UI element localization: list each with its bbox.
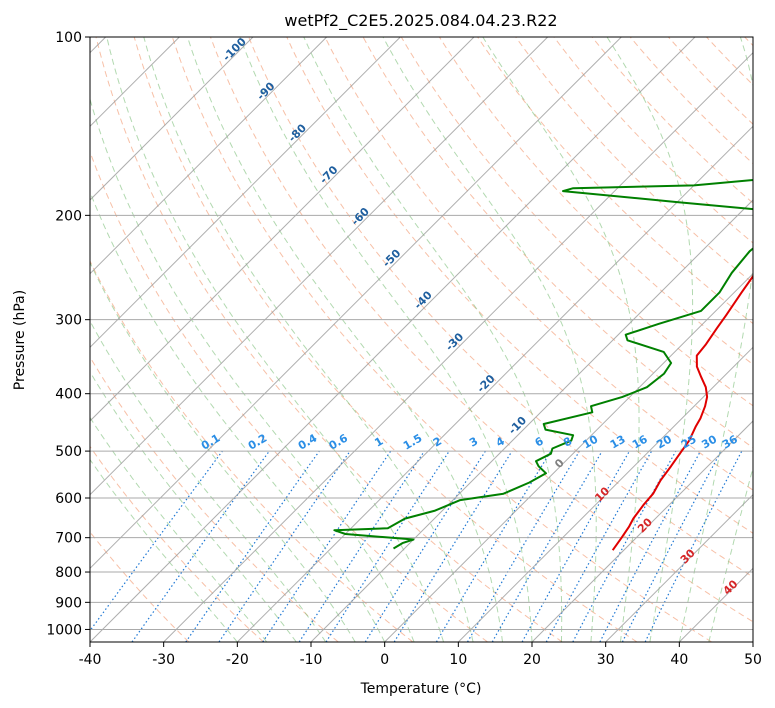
x-tick-label: -20 [226,652,249,668]
dry-adiabat-line [95,37,563,642]
y-axis-title: Pressure (hPa) [12,290,28,390]
moist-adiabat-line [678,37,753,642]
moist-adiabat-line [143,37,474,642]
y-tick-label: 500 [55,444,82,460]
y-tick-label: 400 [55,387,82,403]
isotherm-line [310,199,753,642]
mixing-ratio-line [185,450,320,642]
isotherm-line [90,37,622,570]
dry-adiabat-line [248,37,753,578]
isotherm-line [531,420,753,642]
moist-adiabat-line [90,320,327,642]
x-tick-label: -10 [300,652,323,668]
moist-adiabat-line [90,261,356,642]
dry-adiabat-line [90,445,264,642]
mixing-ratio-line [393,450,513,642]
isotherm-line [90,37,475,422]
x-tick-label: 40 [670,652,688,668]
y-tick-label: 800 [55,565,82,581]
mixing-ratio-line [545,450,653,642]
y-tick-label: 700 [55,531,82,547]
isotherm-line [90,37,401,349]
moist-adiabat-line [187,37,503,642]
y-tick-label: 300 [55,313,82,329]
moist-adiabat-line [90,416,268,642]
y-tick-label: 100 [55,30,82,46]
mixing-ratio-line [644,450,743,642]
y-tick-label: 600 [55,491,82,507]
mixing-ratio-line [521,450,631,642]
x-tick-label: 30 [597,652,615,668]
isotherm-line [90,37,696,642]
mixing-ratio-line [131,450,270,642]
isotherm-line [90,37,328,275]
mixing-ratio-line [262,450,392,642]
plot-frame [89,36,754,643]
dry-adiabat-line [90,356,339,642]
x-tick-label: 10 [449,652,467,668]
dry-adiabat-line [400,37,753,407]
dry-adiabat-line [324,37,753,491]
dry-adiabat-line [438,37,753,366]
x-tick-label: -30 [152,652,175,668]
x-tick-label: 20 [523,652,541,668]
y-tick-label: 900 [55,595,82,611]
temperature-profile-line [611,274,753,551]
moist-adiabat-line [90,458,238,642]
x-tick-label: 50 [744,652,762,668]
dry-adiabat-line [90,150,488,642]
chart-title: wetPf2_C2E5.2025.084.04.23.R22 [284,11,557,31]
y-tick-label: 200 [55,208,82,224]
x-axis-title: Temperature (°C) [360,681,482,697]
mixing-ratio-line [218,450,351,642]
isotherm-line [90,37,549,496]
dry-adiabat-line [171,37,712,642]
moist-adiabat-line [106,37,445,642]
dewpoint-profile-line [333,179,753,550]
axis-ticks: -40 -30 -20 -10 0 10 20 30 40 50 100 200 300 400 500 60… [46,30,762,668]
isotherm-line [384,272,753,642]
isotherm-line [90,37,254,201]
isotherm-line [163,51,753,642]
moist-adiabat-line [90,370,297,642]
isotherm-line [236,125,753,642]
moist-adiabat-line [90,190,386,642]
moist-adiabat-line [382,37,597,642]
moist-adiabat-line [708,465,753,642]
moist-adiabat-line [239,37,533,642]
mixing-ratio-line [325,450,450,642]
y-tick-label: 1000 [46,622,82,638]
moist-adiabat-line [482,37,640,642]
dry-adiabat-line [362,37,753,449]
dry-adiabat-line [133,37,638,642]
mixing-ratio-line [298,450,425,642]
mixing-ratio-line [572,450,677,642]
x-tick-label: -40 [79,652,102,668]
x-tick-label: 0 [380,652,389,668]
isotherm-line [605,493,753,642]
moist-adiabat-line [303,37,563,642]
dry-adiabat-line [209,37,753,623]
mixing-ratio-line [90,450,223,632]
isotherm-line [457,346,753,642]
dry-adiabat-line [286,37,753,534]
moist-adiabat-line [606,37,694,642]
moist-adiabat-line [90,97,415,642]
